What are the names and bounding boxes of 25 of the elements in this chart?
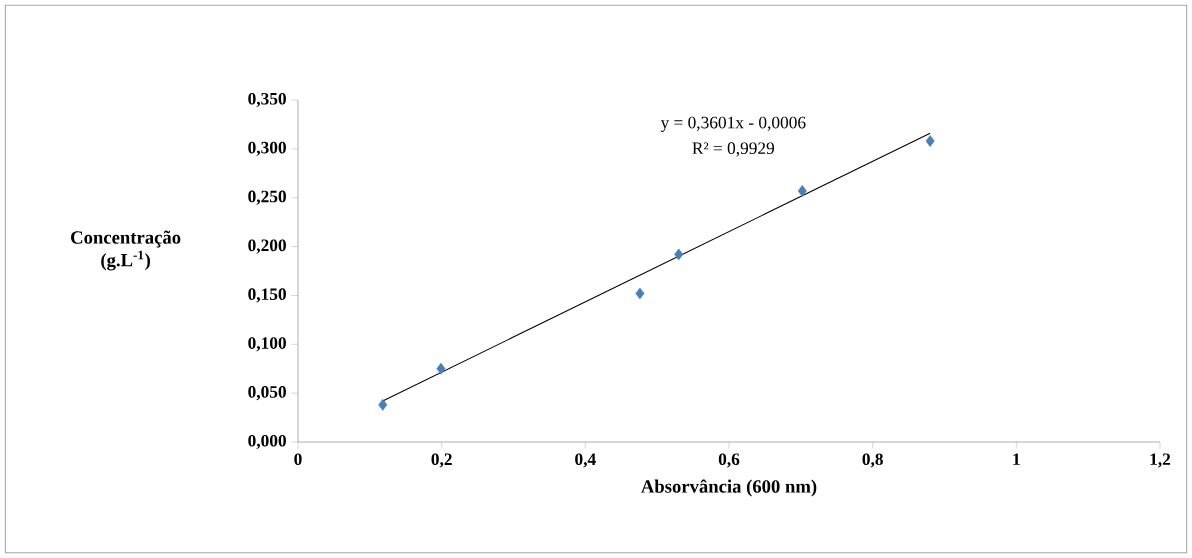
y-tick-label: 0,050 [248, 386, 286, 401]
y-tick-label: 0,350 [248, 92, 286, 108]
x-tick-label: 0,2 [431, 453, 452, 468]
x-tick-label: 0,4 [575, 453, 596, 468]
point [378, 399, 388, 411]
y-tick-label: 0,200 [248, 239, 286, 254]
x-tick-label: 0 [294, 453, 302, 466]
y-tick-label: 0,250 [248, 190, 286, 205]
annotation: R² = 0,9929 [692, 142, 775, 157]
point [436, 362, 446, 375]
x-axis-title: Absorvância (600 nm) [641, 479, 817, 497]
point [925, 135, 935, 147]
x-tick-label: 1 [1013, 453, 1020, 465]
point [635, 287, 645, 300]
y-tick-label: 0,100 [248, 337, 286, 352]
x-tick-label: 0,6 [718, 453, 740, 468]
y-axis-title: Concentração (g.L$^{-1}$) [71, 230, 181, 271]
y-tick-label: 0,000 [248, 434, 286, 450]
point [797, 185, 807, 197]
x-tick-label: 0,8 [862, 453, 883, 468]
y-tick-label: 0,300 [248, 141, 286, 156]
point [674, 248, 684, 261]
y-tick-label: 0,150 [248, 288, 286, 303]
annotation: y = 0,3601x - 0,0006 [660, 116, 806, 132]
x-tick-label: 1,2 [1150, 453, 1171, 468]
